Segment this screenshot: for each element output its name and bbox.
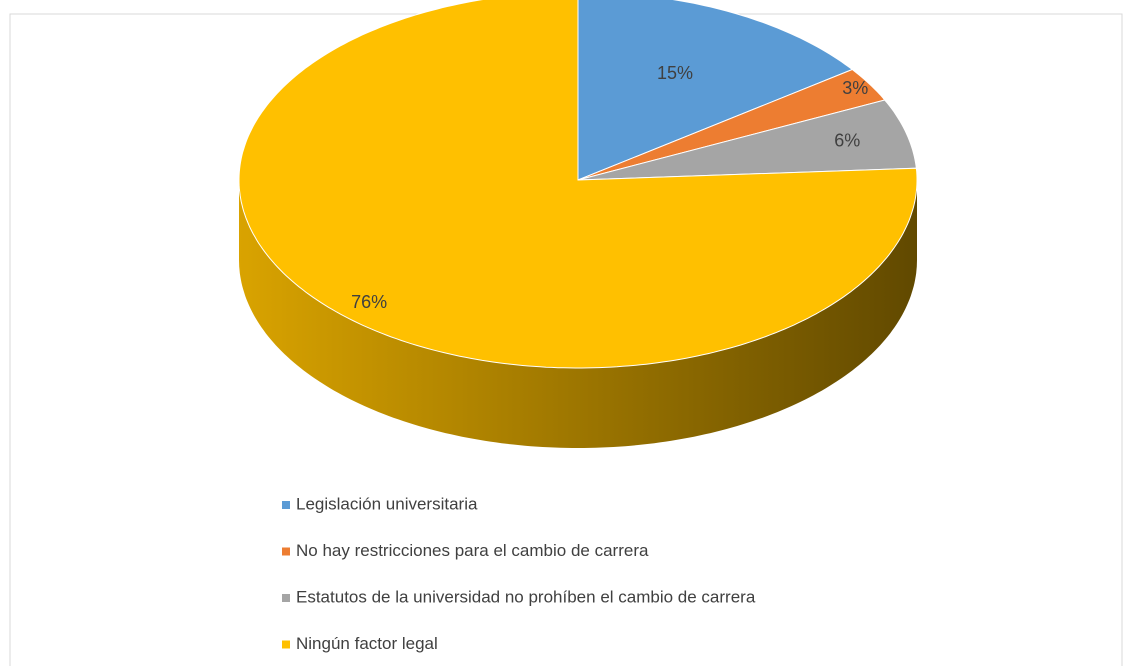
- legend-label: No hay restricciones para el cambio de c…: [296, 541, 649, 560]
- legend-swatch: [282, 594, 290, 602]
- legend-swatch: [282, 547, 290, 556]
- pie-slice: [577, 0, 854, 181]
- data-label: 15%: [657, 63, 693, 83]
- data-label: 6%: [834, 130, 860, 150]
- legend-label: Ningún factor legal: [296, 634, 438, 653]
- pie-slice: [238, 0, 918, 369]
- legend-swatch: [282, 501, 290, 509]
- legend-label: Estatutos de la universidad no prohíben …: [296, 587, 756, 606]
- pie-side: [239, 180, 917, 448]
- data-label: 3%: [842, 78, 868, 98]
- data-label: 76%: [351, 292, 387, 312]
- legend-swatch: [282, 640, 290, 649]
- pie-slice: [577, 68, 886, 181]
- legend-label: Legislación universitaria: [296, 494, 478, 513]
- pie-slice: [577, 99, 917, 181]
